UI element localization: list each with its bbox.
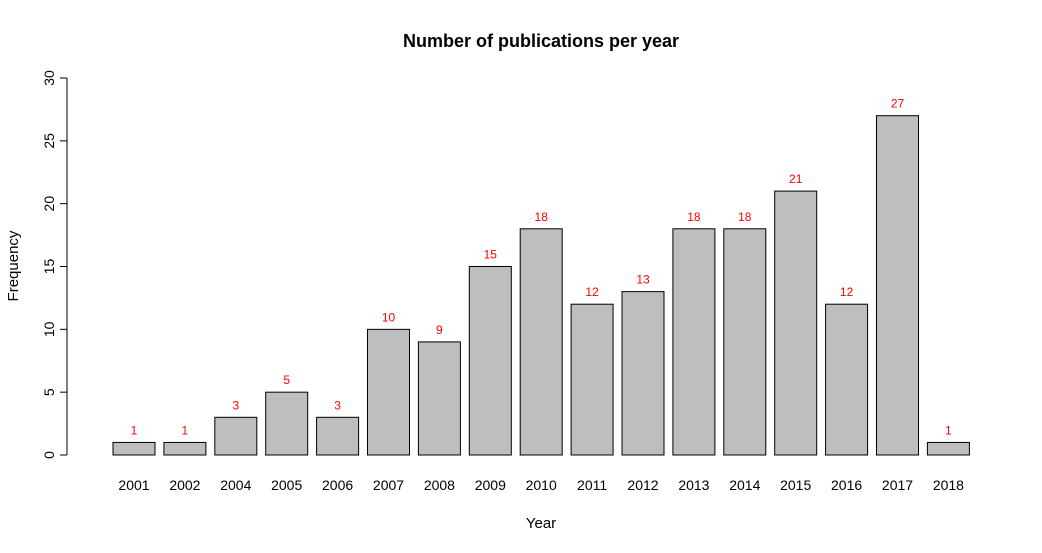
x-tick-label: 2002 bbox=[169, 477, 200, 493]
bar-value-label: 18 bbox=[738, 210, 752, 224]
bar bbox=[876, 115, 919, 456]
y-tick-label: 25 bbox=[41, 133, 57, 149]
bar-value-label: 27 bbox=[891, 97, 905, 111]
y-tick-label: 10 bbox=[41, 321, 57, 337]
bar-value-label: 1 bbox=[182, 423, 189, 437]
y-axis: 0 5 10 15 20 25 30 bbox=[41, 70, 68, 459]
x-tick-label: 2008 bbox=[424, 477, 455, 493]
bar bbox=[570, 303, 614, 456]
x-tick-label: 2007 bbox=[373, 477, 404, 493]
y-tick-label: 30 bbox=[41, 70, 57, 86]
y-tick-label: 20 bbox=[41, 196, 57, 212]
x-tick-label: 2018 bbox=[933, 477, 964, 493]
bar-value-label: 10 bbox=[382, 310, 396, 324]
bar bbox=[519, 228, 563, 456]
bar bbox=[774, 190, 818, 456]
x-tick-label: 2006 bbox=[322, 477, 353, 493]
x-tick-label: 2009 bbox=[475, 477, 506, 493]
x-tick-label: 2011 bbox=[577, 477, 607, 493]
bar bbox=[214, 416, 258, 456]
bar-value-label: 18 bbox=[687, 210, 701, 224]
bar bbox=[265, 391, 309, 456]
x-tick-label: 2013 bbox=[678, 477, 709, 493]
bar bbox=[417, 341, 461, 456]
bar-value-label: 18 bbox=[535, 210, 549, 224]
bar bbox=[926, 441, 970, 456]
x-tick-label: 2016 bbox=[831, 477, 862, 493]
x-tick-label: 2001 bbox=[118, 477, 149, 493]
x-tick-label: 2012 bbox=[627, 477, 658, 493]
bar-value-label: 12 bbox=[585, 285, 599, 299]
bar-value-label: 1 bbox=[945, 423, 952, 437]
bar-value-label: 12 bbox=[840, 285, 854, 299]
x-tick-label: 2015 bbox=[780, 477, 811, 493]
bars bbox=[112, 115, 970, 456]
bar bbox=[825, 303, 869, 456]
y-tick-label: 0 bbox=[41, 451, 57, 459]
bar bbox=[672, 228, 716, 456]
x-axis-label: Year bbox=[526, 515, 556, 532]
bar bbox=[621, 291, 665, 456]
bar-value-label: 3 bbox=[232, 398, 239, 412]
bar bbox=[316, 416, 360, 456]
bar-value-label: 13 bbox=[636, 273, 650, 287]
bar-value-label: 21 bbox=[789, 172, 803, 186]
bar bbox=[163, 441, 207, 456]
bar-value-label: 3 bbox=[334, 398, 341, 412]
y-tick-label: 5 bbox=[41, 388, 57, 396]
bar bbox=[112, 441, 156, 456]
x-tick-label: 2017 bbox=[882, 477, 913, 493]
bar bbox=[367, 328, 410, 456]
x-tick-label: 2010 bbox=[526, 477, 557, 493]
y-axis-label: Frequency bbox=[5, 230, 22, 301]
x-tick-label: 2005 bbox=[271, 477, 302, 493]
x-tick-label: 2004 bbox=[220, 477, 251, 493]
bar bbox=[723, 228, 767, 456]
chart-title: Number of publications per year bbox=[403, 31, 679, 51]
bar-value-label: 1 bbox=[131, 423, 138, 437]
bar-value-label: 5 bbox=[283, 373, 290, 387]
bar-value-label: 9 bbox=[436, 323, 443, 337]
x-tick-labels: 2001 2002 2004 2005 2006 2007 2008 2009 2010 2011… bbox=[118, 477, 964, 493]
x-tick-label: 2014 bbox=[729, 477, 760, 493]
y-tick-label: 15 bbox=[41, 259, 57, 275]
bar bbox=[468, 266, 512, 456]
bar-value-label: 15 bbox=[484, 248, 498, 262]
